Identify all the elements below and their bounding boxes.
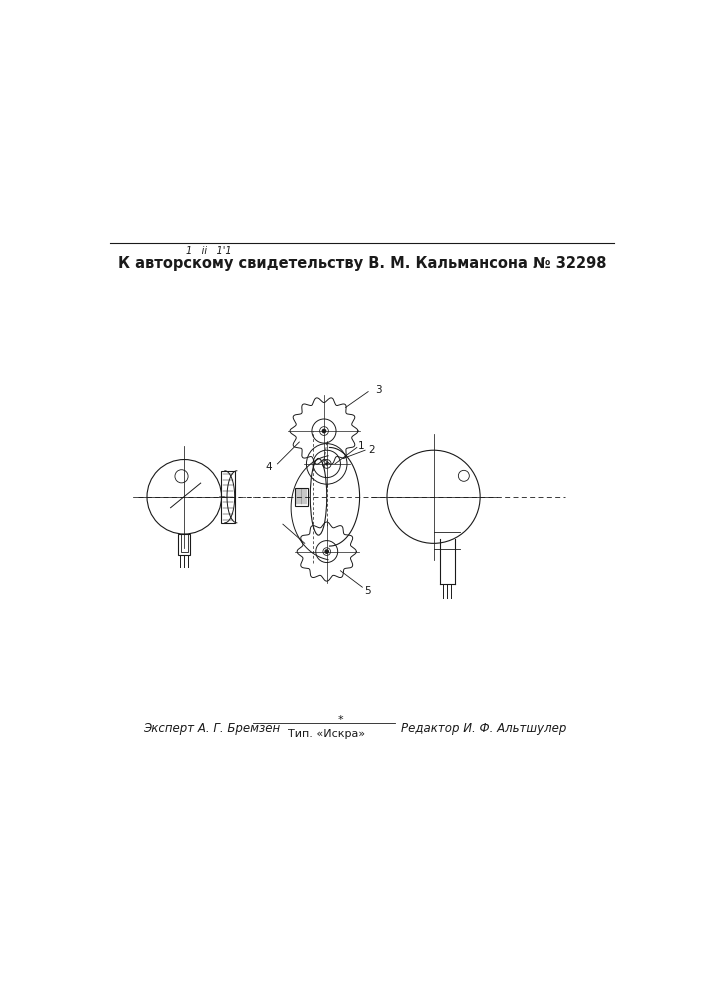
Bar — [181, 534, 188, 552]
Circle shape — [325, 462, 328, 466]
Text: 1: 1 — [358, 441, 365, 451]
Circle shape — [322, 429, 326, 433]
Text: Эксперт А. Г. Бремзен: Эксперт А. Г. Бремзен — [144, 722, 280, 735]
Text: 5: 5 — [364, 586, 370, 596]
Text: Редактор И. Ф. Альтшулер: Редактор И. Ф. Альтшулер — [401, 722, 566, 735]
Text: К авторскому свидетельству В. М. Кальмансона № 32298: К авторскому свидетельству В. М. Кальман… — [118, 256, 607, 271]
Text: 1   ii   1'1: 1 ii 1'1 — [186, 246, 232, 256]
Circle shape — [325, 550, 328, 553]
Text: 3: 3 — [375, 385, 382, 395]
Text: 4: 4 — [265, 462, 272, 472]
Text: 2: 2 — [368, 445, 375, 455]
Bar — [221, 471, 235, 523]
Text: *: * — [338, 715, 343, 725]
Text: Тип. «Искра»: Тип. «Искра» — [288, 729, 366, 739]
Bar — [178, 534, 190, 555]
